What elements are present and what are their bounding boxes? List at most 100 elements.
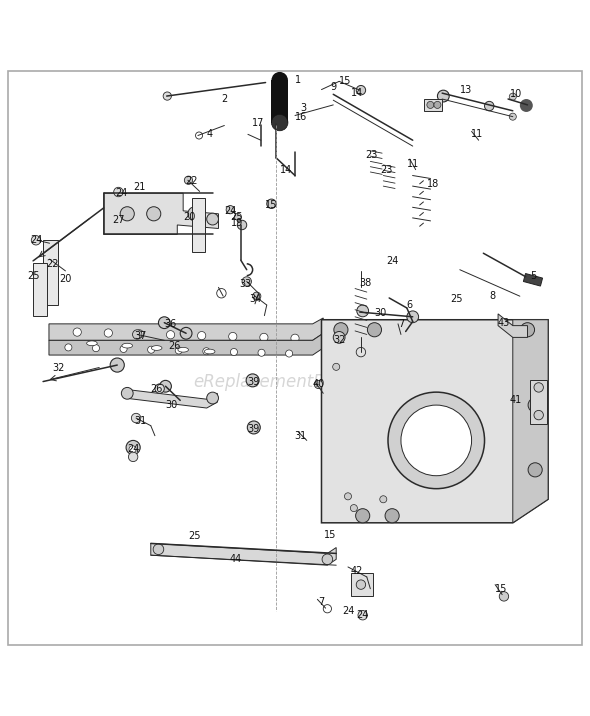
Text: 27: 27 — [112, 215, 124, 225]
Circle shape — [499, 591, 509, 601]
Circle shape — [129, 453, 138, 462]
Circle shape — [247, 421, 260, 434]
Bar — [351, 573, 373, 596]
Text: 4: 4 — [206, 130, 213, 140]
Circle shape — [153, 544, 164, 555]
Text: 6: 6 — [407, 300, 413, 310]
Circle shape — [509, 113, 516, 120]
Circle shape — [122, 387, 133, 400]
Text: 32: 32 — [52, 363, 64, 373]
Text: 40: 40 — [313, 379, 324, 390]
Bar — [523, 274, 543, 286]
Text: 21: 21 — [133, 183, 145, 193]
Ellipse shape — [152, 346, 162, 350]
Circle shape — [120, 345, 127, 352]
Circle shape — [129, 445, 136, 453]
Circle shape — [258, 349, 265, 357]
Text: 31: 31 — [134, 416, 146, 426]
Circle shape — [104, 329, 113, 337]
Circle shape — [291, 334, 299, 342]
Bar — [43, 241, 58, 305]
Text: 26: 26 — [168, 342, 181, 352]
Ellipse shape — [87, 341, 97, 346]
Text: 24: 24 — [115, 188, 127, 198]
Circle shape — [427, 102, 434, 108]
Circle shape — [163, 92, 171, 100]
Circle shape — [385, 508, 399, 523]
Polygon shape — [49, 333, 323, 355]
Text: 34: 34 — [249, 294, 261, 304]
Text: 44: 44 — [230, 554, 242, 564]
Text: 41: 41 — [510, 395, 522, 405]
Circle shape — [132, 413, 141, 422]
Circle shape — [206, 213, 218, 225]
Text: 37: 37 — [135, 331, 147, 341]
Text: 31: 31 — [295, 431, 307, 440]
Circle shape — [380, 495, 387, 503]
Text: 23: 23 — [365, 150, 378, 160]
Text: 7: 7 — [398, 319, 404, 329]
Text: 18: 18 — [427, 180, 440, 189]
Circle shape — [520, 99, 533, 112]
Circle shape — [253, 292, 261, 300]
Circle shape — [267, 199, 276, 208]
Text: 3: 3 — [301, 103, 307, 113]
Text: 25: 25 — [27, 271, 40, 281]
Circle shape — [73, 328, 81, 337]
Bar — [192, 198, 205, 252]
Text: 24: 24 — [30, 236, 42, 246]
Circle shape — [350, 505, 358, 512]
Text: 25: 25 — [451, 294, 463, 304]
Circle shape — [206, 392, 218, 404]
Circle shape — [314, 380, 323, 389]
Circle shape — [357, 305, 369, 316]
Circle shape — [147, 207, 161, 221]
Circle shape — [528, 398, 542, 412]
Polygon shape — [513, 320, 548, 523]
Circle shape — [180, 327, 192, 339]
Text: 22: 22 — [46, 258, 59, 268]
Circle shape — [509, 93, 516, 100]
Circle shape — [246, 374, 259, 387]
Circle shape — [528, 463, 542, 477]
Polygon shape — [322, 320, 548, 523]
Circle shape — [120, 207, 135, 221]
Polygon shape — [104, 193, 218, 234]
Circle shape — [401, 405, 471, 475]
Circle shape — [175, 347, 182, 354]
Circle shape — [188, 207, 202, 221]
Text: 2: 2 — [221, 94, 228, 104]
Polygon shape — [424, 99, 442, 111]
Text: 30: 30 — [165, 400, 178, 410]
Bar — [33, 263, 47, 316]
Circle shape — [126, 440, 140, 455]
Text: 33: 33 — [239, 279, 251, 289]
Text: 17: 17 — [252, 117, 264, 127]
Text: 43: 43 — [498, 318, 510, 328]
Text: 14: 14 — [280, 165, 292, 175]
Circle shape — [159, 316, 170, 329]
Text: 1: 1 — [295, 75, 301, 85]
Text: 9: 9 — [330, 82, 336, 92]
Circle shape — [356, 580, 366, 589]
Circle shape — [333, 363, 340, 370]
Text: 15: 15 — [266, 200, 278, 210]
Circle shape — [334, 323, 348, 337]
Circle shape — [356, 508, 370, 523]
Circle shape — [203, 348, 210, 354]
Text: 19: 19 — [231, 218, 244, 228]
Circle shape — [160, 380, 171, 392]
Circle shape — [135, 330, 143, 338]
Text: 14: 14 — [350, 88, 363, 98]
Circle shape — [155, 384, 165, 393]
Text: 15: 15 — [339, 77, 351, 87]
Polygon shape — [151, 543, 336, 565]
Circle shape — [434, 102, 441, 108]
Text: 20: 20 — [183, 212, 195, 222]
Circle shape — [437, 90, 449, 102]
Text: 8: 8 — [489, 291, 495, 301]
Circle shape — [226, 205, 234, 214]
Circle shape — [368, 323, 382, 337]
Circle shape — [93, 344, 100, 352]
Bar — [271, 80, 288, 122]
